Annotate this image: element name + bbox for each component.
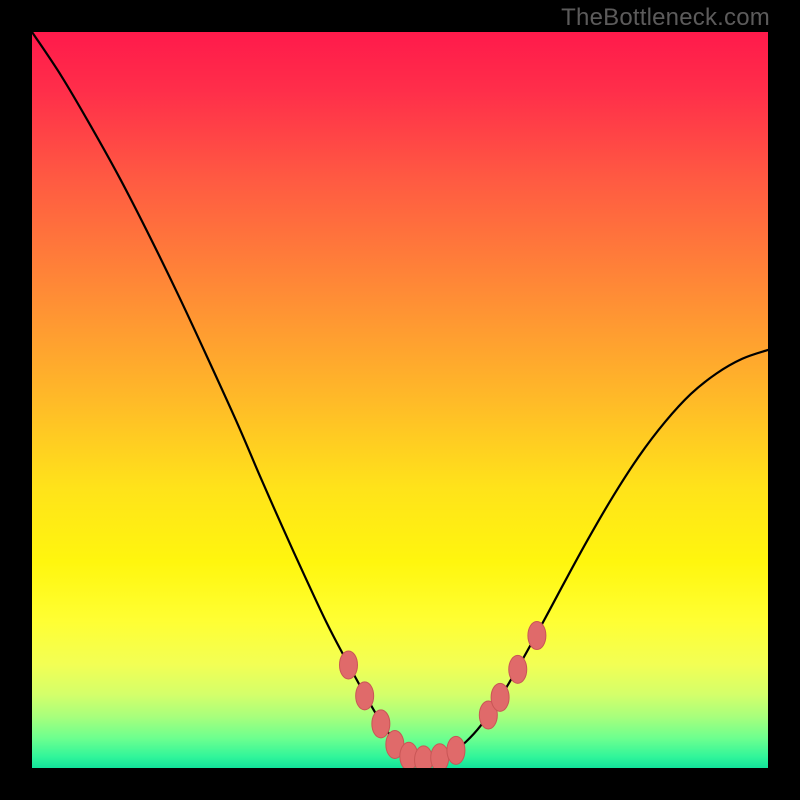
curve-marker [528,622,546,650]
bottleneck-curve [32,32,768,761]
curve-marker [356,682,374,710]
curve-marker [491,683,509,711]
curve-marker [431,744,449,768]
curve-marker [509,655,527,683]
chart-frame: TheBottleneck.com [0,0,800,800]
curve-marker [372,710,390,738]
curve-marker [415,746,433,768]
plot-area [32,32,768,768]
curve-marker [339,651,357,679]
curve-layer [32,32,768,768]
curve-marker [447,736,465,764]
watermark-text: TheBottleneck.com [561,4,770,32]
